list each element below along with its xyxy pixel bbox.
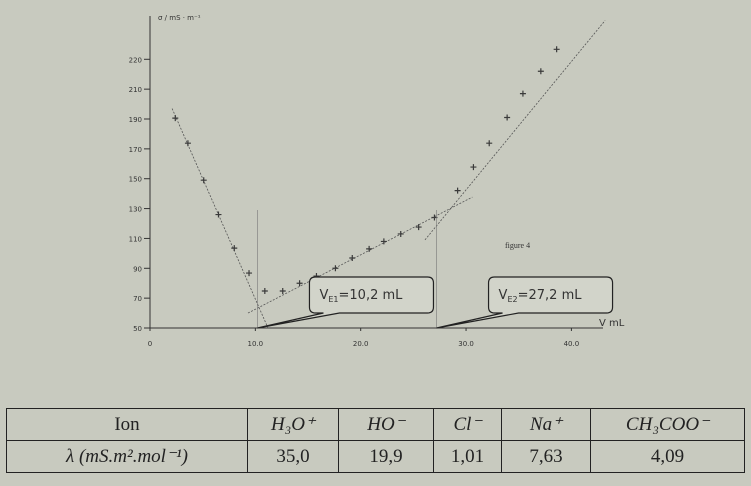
point <box>366 245 373 252</box>
point <box>332 265 339 272</box>
cell: 7,63 <box>501 440 591 473</box>
y-tick-label: 170 <box>129 146 142 154</box>
callout-label: VE1=10,2 mL <box>319 288 403 304</box>
point <box>279 287 286 294</box>
cell: HO⁻ <box>338 408 434 441</box>
callout <box>436 276 614 329</box>
x-tick-label: 40.0 <box>564 340 580 348</box>
point <box>200 177 207 184</box>
point <box>504 114 511 121</box>
x-tick-label: 30.0 <box>458 340 474 348</box>
point <box>537 68 544 75</box>
cell: H₃O⁺ <box>247 408 339 441</box>
cell: Cl⁻ <box>433 408 502 441</box>
point <box>172 115 179 122</box>
label-sub: E1 <box>328 295 338 304</box>
y-tick-label: 130 <box>129 206 142 214</box>
point <box>349 254 356 261</box>
label-sub: E2 <box>507 295 517 304</box>
fit-line <box>171 108 269 329</box>
point <box>184 140 191 147</box>
y-tick-label: 70 <box>133 295 142 303</box>
point <box>415 224 422 231</box>
point <box>553 46 560 53</box>
cell: λ (mS.m².mol⁻¹) <box>6 440 248 473</box>
cell: 4,09 <box>590 440 745 473</box>
callout <box>257 276 435 329</box>
point <box>380 238 387 245</box>
table-header: Ion H₃O⁺ HO⁻ Cl⁻ Na⁺ CH₃COO⁻ <box>6 408 745 441</box>
point <box>519 90 526 97</box>
cell: CH₃COO⁻ <box>590 408 745 441</box>
x-axis-label: V mL <box>599 318 625 329</box>
cell: 35,0 <box>247 440 339 473</box>
label-rest: =27,2 mL <box>518 288 583 303</box>
figure-label: figure 4 <box>505 241 530 250</box>
y-tick-label: 150 <box>129 176 142 184</box>
fit-line <box>424 20 606 241</box>
table-row: λ (mS.m².mol⁻¹) 35,0 19,9 1,01 7,63 4,09 <box>6 440 745 473</box>
ion-table: Ion H₃O⁺ HO⁻ Cl⁻ Na⁺ CH₃COO⁻ λ (mS.m².mo… <box>6 408 745 473</box>
point <box>246 270 253 277</box>
cell: 19,9 <box>338 440 434 473</box>
label-rest: =10,2 mL <box>339 288 404 303</box>
y-tick-label: 90 <box>133 265 142 273</box>
x-tick-label: 10.0 <box>248 340 264 348</box>
chart: σ / mS · m⁻¹ V mL figure 4 50 70 90 110 130 150 1… <box>129 14 625 348</box>
callout-label: VE2=27,2 mL <box>499 288 583 304</box>
y-tick-label: 190 <box>129 116 142 124</box>
point <box>231 245 238 252</box>
point <box>215 211 222 218</box>
point <box>470 164 477 171</box>
cell: 1,01 <box>433 440 502 473</box>
cell: Ion <box>6 408 248 441</box>
y-axis-label: σ / mS · m⁻¹ <box>158 14 201 22</box>
y-tick-label: 210 <box>129 86 142 94</box>
point <box>261 287 268 294</box>
cell: Na⁺ <box>501 408 591 441</box>
y-tick-label: 110 <box>129 235 142 243</box>
label-main: V <box>499 288 508 303</box>
x-tick-label: 20.0 <box>353 340 369 348</box>
x-tick-label: 0 <box>148 340 152 348</box>
y-tick-label: 50 <box>133 325 142 333</box>
point <box>486 140 493 147</box>
label-main: V <box>319 288 328 303</box>
point <box>454 187 461 194</box>
point <box>397 230 404 237</box>
y-tick-label: 220 <box>129 56 142 64</box>
point <box>296 280 303 287</box>
